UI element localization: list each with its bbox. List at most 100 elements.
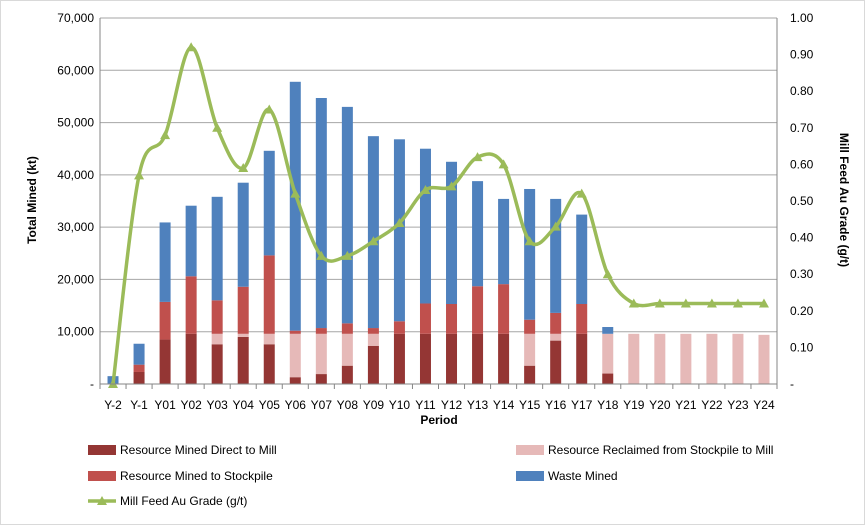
bar-segment (315, 333, 327, 375)
x-tick-label: Y08 (337, 398, 359, 412)
x-tick-label: Y19 (623, 398, 645, 412)
bar-segment (185, 333, 197, 384)
bar-segment (211, 344, 223, 384)
bar-segment (393, 321, 405, 334)
bar-segment (367, 333, 379, 346)
grade-marker (186, 42, 197, 52)
x-tick-label: Y07 (311, 398, 333, 412)
legend-item: Mill Feed Au Grade (g/t) (88, 494, 247, 508)
legend-label: Resource Mined Direct to Mill (120, 443, 277, 457)
legend-marker (97, 496, 107, 505)
legend-swatch (88, 445, 116, 455)
x-tick-label: Y24 (753, 398, 775, 412)
bar-segment (472, 181, 484, 287)
x-tick-label: Y14 (493, 398, 515, 412)
bar-segment (393, 139, 405, 322)
y-tick-label: 10,000 (57, 325, 94, 339)
bar-segment (550, 198, 562, 313)
y-tick-label: 20,000 (57, 272, 94, 286)
y-tick-label: 70,000 (57, 11, 94, 25)
bar-segment (602, 333, 614, 374)
bar-segment (393, 333, 405, 384)
grade-marker (290, 188, 301, 198)
grade-marker (680, 298, 691, 308)
legend-label: Waste Mined (548, 469, 618, 483)
bar-segment (341, 106, 353, 324)
bar-segment (211, 300, 223, 334)
y2-tick-label: 0.20 (790, 304, 814, 318)
x-tick-label: Y10 (389, 398, 411, 412)
y2-tick-label: 0.30 (790, 267, 814, 281)
y2-axis-title: Mill Feed Au Grade (g/t) (837, 133, 851, 267)
bar-segment (498, 333, 510, 384)
bar-segment (524, 319, 536, 334)
bar-segment (524, 188, 536, 320)
bar-segment (133, 364, 145, 372)
x-tick-label: Y05 (259, 398, 281, 412)
grade-marker (264, 104, 275, 114)
y-axis-title: Total Mined (kt) (25, 156, 39, 244)
grade-marker (342, 250, 353, 260)
bar-segment (576, 333, 588, 384)
grade-marker (654, 298, 665, 308)
bar-segment (315, 374, 327, 384)
bar-segment (341, 323, 353, 334)
bar-segment (706, 333, 718, 384)
x-tick-label: Y03 (206, 398, 228, 412)
x-tick-label: Y17 (571, 398, 593, 412)
bar-segment (289, 377, 301, 384)
bar-segment (237, 182, 249, 287)
bar-segment (732, 333, 744, 384)
grade-marker (446, 181, 457, 191)
legend: Resource Mined Direct to Mill Resource Re… (88, 443, 773, 508)
bar-segment (367, 345, 379, 384)
bar-segment (550, 312, 562, 334)
bar-segment (237, 286, 249, 334)
legend-item: Resource Mined to Stockpile (88, 469, 273, 483)
y2-tick-label: - (790, 377, 794, 391)
bar-segment (472, 286, 484, 334)
x-tick-label: Y15 (519, 398, 541, 412)
grade-marker (498, 159, 509, 169)
bar-segment (263, 344, 275, 384)
x-tick-label: Y02 (180, 398, 202, 412)
legend-label: Resource Reclaimed from Stockpile to Mil… (548, 443, 773, 457)
bar-segment (602, 327, 614, 334)
bar-segment (419, 333, 431, 384)
x-tick-label: Y23 (727, 398, 749, 412)
bar-segment (446, 333, 458, 384)
legend-item: Resource Mined Direct to Mill (88, 443, 277, 457)
legend-label: Resource Mined to Stockpile (120, 469, 273, 483)
bar-segment (419, 303, 431, 334)
grade-marker (238, 163, 249, 173)
bar-segment (524, 365, 536, 384)
bar-segment (602, 373, 614, 384)
bar-segment (498, 198, 510, 285)
x-axis-title: Period (420, 413, 457, 427)
bar-segment (419, 148, 431, 304)
bar-segment (680, 333, 692, 384)
x-tick-label: Y11 (415, 398, 436, 412)
bar-segment (315, 328, 327, 334)
y-tick-label: 60,000 (57, 63, 94, 77)
y-tick-label: 50,000 (57, 116, 94, 130)
x-tick-label: Y01 (154, 398, 176, 412)
bar-segment (185, 276, 197, 334)
y2-tick-label: 0.90 (790, 48, 814, 62)
legend-swatch (516, 445, 544, 455)
bar-segment (159, 301, 171, 340)
bar-segment (576, 304, 588, 334)
grade-marker (316, 250, 327, 260)
bar-segment (446, 161, 458, 305)
bar-segment (133, 343, 145, 365)
bar-segment (498, 284, 510, 334)
grade-marker (472, 152, 483, 162)
bar-segment (654, 333, 666, 384)
x-tick-label: Y12 (441, 398, 463, 412)
x-tick-label: Y04 (233, 398, 255, 412)
x-tick-label: Y06 (285, 398, 307, 412)
bar-segment (628, 333, 640, 384)
